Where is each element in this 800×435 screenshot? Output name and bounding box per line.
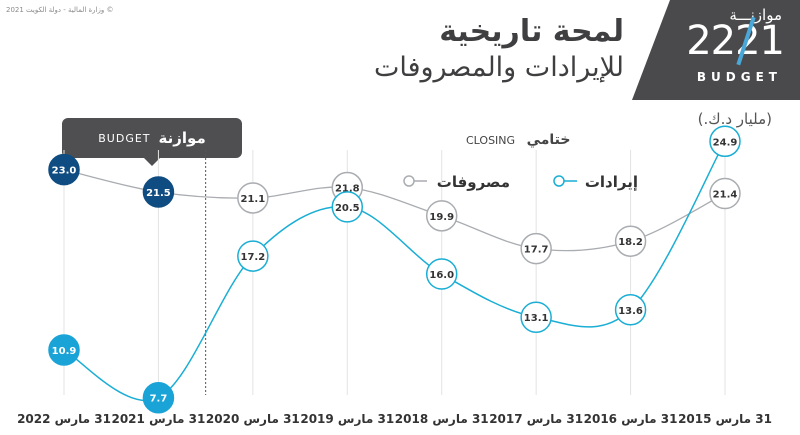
closing-label-en: CLOSING (466, 134, 516, 147)
expenses-point (614, 225, 647, 257)
revenue-point (142, 381, 175, 414)
revenue-data-label: 17.2 (241, 252, 266, 263)
expenses-data-label: 17.7 (524, 245, 549, 256)
page-subtitle: للإيرادات والمصروفات (373, 52, 624, 83)
expenses-point (709, 177, 741, 210)
revenue-point (709, 125, 741, 158)
x-tick-label: 31 مارس 2017 (489, 412, 583, 426)
expenses-data-label: 18.2 (618, 237, 643, 248)
revenue-point (614, 294, 647, 326)
revenue-data-label: 24.9 (713, 137, 738, 148)
revenue-data-label: 20.5 (335, 203, 360, 214)
x-tick-label: 31 مارس 2018 (395, 412, 489, 426)
unit-label: (مليار د.ك.) (697, 110, 772, 128)
expenses-data-label: 21.4 (713, 189, 738, 200)
expenses-data-label: 21.1 (241, 194, 266, 205)
revenue-point (520, 301, 552, 333)
x-tick-label: 31 مارس 2016 (584, 412, 678, 426)
logo-year: 2221 (686, 18, 785, 64)
expenses-point (48, 153, 80, 186)
expenses-data-label: 19.9 (429, 212, 454, 223)
copyright-text: © وزارة المالية - دولة الكويت 2021 (6, 6, 114, 14)
revenue-point (425, 258, 458, 290)
expenses-legend-label: مصروفات (437, 173, 510, 191)
revenue-data-label: 10.9 (52, 346, 77, 357)
x-tick-label: 31 مارس 2021 (111, 412, 205, 426)
logo-word: موازنـــة (729, 6, 782, 24)
revenue-point (48, 334, 80, 366)
expenses-point (237, 182, 269, 214)
expenses-point (142, 176, 175, 208)
x-tick-label: 31 مارس 2020 (206, 412, 300, 426)
revenue-data-label: 7.7 (150, 394, 168, 405)
closing-label-ar: ختامي (526, 132, 571, 148)
expenses-point (425, 200, 458, 232)
budget-label-ar: موازنة (158, 129, 206, 147)
page-title: لمحة تاريخية (439, 14, 624, 49)
expenses-legend-marker (403, 175, 415, 187)
x-tick-label: 31 مارس 2019 (300, 412, 394, 426)
budget-label-box: BUDGET موازنة (62, 118, 242, 166)
revenue-point (331, 191, 364, 223)
x-tick-label: 31 مارس 2022 (17, 412, 111, 426)
revenue-data-label: 13.1 (524, 313, 549, 324)
x-tick-label: 31 مارس 2015 (678, 412, 772, 426)
revenue-data-label: 13.6 (618, 306, 643, 317)
revenue-legend-label: إيرادات (585, 173, 638, 191)
budget-label-en: BUDGET (98, 131, 151, 145)
revenue-data-label: 16.0 (429, 270, 454, 281)
logo-budget: BUDGET (696, 70, 782, 84)
revenue-point (237, 240, 269, 272)
revenue-legend-marker (553, 175, 565, 187)
expenses-data-label: 23.0 (52, 166, 77, 177)
expenses-point (520, 232, 552, 265)
closing-label: CLOSING ختامي (466, 132, 570, 148)
expenses-data-label: 21.5 (146, 188, 171, 199)
expenses-data-label: 21.8 (335, 184, 360, 195)
